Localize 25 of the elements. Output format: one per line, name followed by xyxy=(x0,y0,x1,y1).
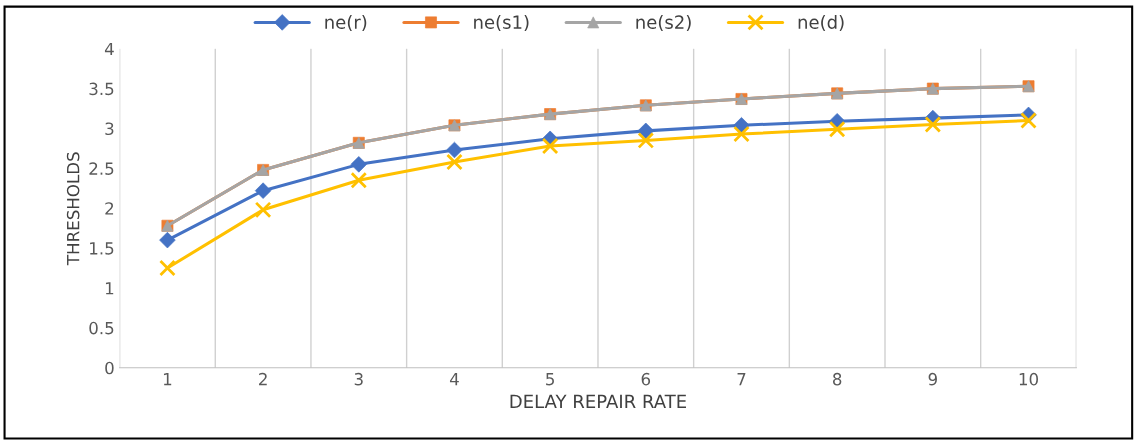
x-tick-label: 6 xyxy=(641,372,651,386)
legend-label: ne(s1) xyxy=(474,15,529,32)
x-tick-label: 1 xyxy=(163,373,172,386)
x-tick-label: 3 xyxy=(354,372,363,386)
x-tick-label: 5 xyxy=(546,373,554,386)
y-tick-label: 3 xyxy=(105,122,114,136)
x-tick-label: 7 xyxy=(737,373,746,386)
legend-label: ne(d) xyxy=(798,15,844,32)
y-tick-label: 0.5 xyxy=(89,321,114,335)
y-tick-label: 4 xyxy=(104,42,114,56)
y-tick-label: 2 xyxy=(105,202,114,215)
x-tick-label: 4 xyxy=(449,373,459,386)
y-tick-label: 1 xyxy=(105,282,114,295)
y-tick-label: 3.5 xyxy=(89,82,114,96)
y-axis-title: THRESHOLDS xyxy=(66,152,80,266)
x-tick-label: 10 xyxy=(1019,372,1039,386)
y-tick-label: 1.5 xyxy=(90,242,114,255)
legend-label: ne(s2) xyxy=(636,15,691,32)
x-tick-label: 8 xyxy=(832,372,842,386)
x-tick-label: 9 xyxy=(928,372,937,386)
x-tick-label: 2 xyxy=(259,372,267,386)
y-tick-label: 2.5 xyxy=(89,162,114,175)
x-axis-title: DELAY REPAIR RATE xyxy=(510,394,686,408)
y-tick-label: 0 xyxy=(105,361,114,375)
legend-label: ne(r) xyxy=(325,15,367,32)
